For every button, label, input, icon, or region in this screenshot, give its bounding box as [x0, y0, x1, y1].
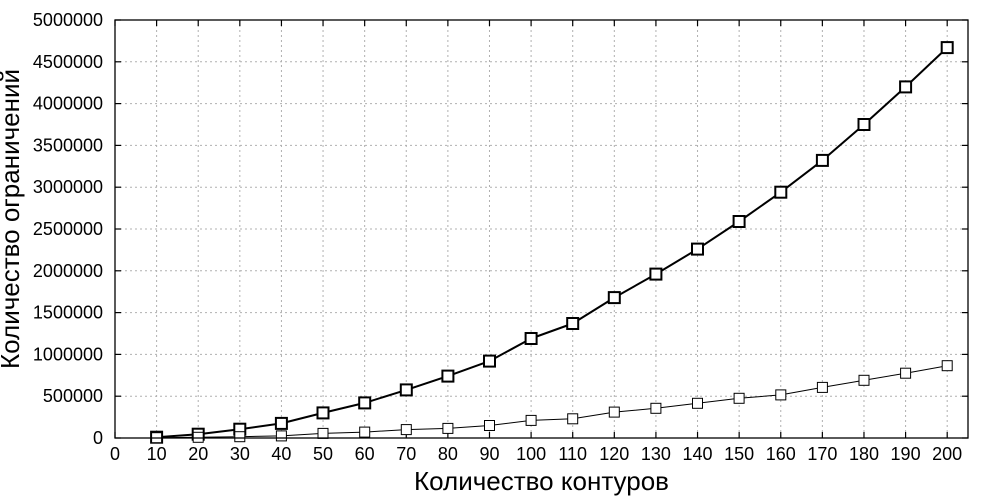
x-tick-label: 20: [188, 444, 208, 464]
series-1-marker: [483, 354, 496, 368]
series-2-marker: [525, 414, 537, 426]
y-tick-label: 4000000: [33, 94, 103, 114]
series-1-marker: [940, 41, 954, 55]
y-tick-label: 1000000: [33, 344, 103, 364]
y-tick-label: 4500000: [33, 52, 103, 72]
series-2-marker: [317, 427, 329, 439]
series-2-marker: [400, 424, 412, 436]
series-1-marker: [524, 332, 538, 345]
y-tick-label: 2000000: [33, 261, 103, 281]
y-tick-label: 0: [93, 428, 103, 448]
x-tick-label: 180: [849, 444, 879, 464]
series-1-marker: [774, 185, 788, 199]
y-tick-label: 500000: [43, 386, 103, 406]
x-tick-label: 170: [807, 444, 837, 464]
series-1-line: [156, 46, 948, 439]
series-2-marker: [650, 402, 662, 414]
x-tick-label: 140: [683, 444, 713, 464]
x-tick-label: 130: [641, 444, 671, 464]
series-1-marker: [316, 406, 330, 420]
series-2-marker: [192, 431, 204, 443]
x-tick-label: 10: [147, 444, 167, 464]
series-1-marker: [399, 383, 413, 397]
y-tick-label: 5000000: [33, 10, 103, 30]
x-tick-label: 120: [599, 444, 629, 464]
axis-ticks: 0 10 20 30 40 50 60 70 80 90 100 110 120 130 140 150 160…: [33, 10, 968, 464]
series-1-marker: [274, 416, 288, 430]
series-2-marker: [733, 392, 745, 404]
x-tick-label: 70: [396, 444, 416, 464]
series-2-marker: [567, 413, 579, 425]
series-2-line: [156, 365, 948, 439]
series-2-marker: [484, 420, 495, 431]
series-2-marker: [442, 422, 454, 434]
x-tick-label: 50: [313, 444, 333, 464]
series-1-marker: [899, 80, 913, 94]
grid: [115, 20, 968, 438]
series-1-marker: [441, 369, 455, 383]
series-1-marker: [732, 215, 746, 228]
series-1-marker: [566, 317, 580, 330]
series-2-marker: [858, 374, 870, 386]
series-2-marker: [900, 367, 912, 379]
series-2: [151, 360, 953, 444]
series-1-marker: [857, 118, 871, 131]
x-tick-label: 200: [932, 444, 962, 464]
series-2-marker: [941, 360, 953, 372]
series-2-marker: [608, 406, 620, 418]
plot-frame: [114, 19, 969, 439]
x-tick-label: 150: [724, 444, 754, 464]
series-layer: [150, 41, 954, 444]
y-tick-label: 3000000: [33, 177, 103, 197]
series-2-marker: [816, 381, 828, 393]
series-2-marker: [275, 430, 287, 442]
y-tick-label: 3500000: [33, 135, 103, 155]
x-axis-title: Количество контуров: [414, 466, 669, 496]
series-1: [150, 41, 954, 444]
x-tick-label: 100: [516, 444, 546, 464]
x-tick-label: 0: [110, 444, 120, 464]
x-tick-label: 60: [355, 444, 375, 464]
x-tick-label: 40: [271, 444, 291, 464]
series-1-marker: [691, 242, 704, 256]
x-tick-label: 190: [891, 444, 921, 464]
series-2-marker: [359, 426, 371, 438]
series-1-marker: [815, 153, 829, 167]
y-tick-label: 1500000: [33, 303, 103, 323]
series-1-marker: [607, 291, 621, 305]
series-2-marker: [775, 389, 787, 401]
series-2-marker: [234, 431, 246, 443]
y-axis-title: Количество ограничений: [0, 69, 25, 369]
series-1-marker: [358, 396, 372, 410]
x-tick-label: 30: [230, 444, 250, 464]
x-tick-label: 110: [558, 444, 587, 464]
x-tick-label: 80: [438, 444, 458, 464]
x-tick-label: 160: [766, 444, 796, 464]
series-1-marker: [649, 267, 663, 281]
series-2-marker: [692, 397, 703, 409]
x-tick-label: 90: [479, 444, 499, 464]
y-tick-label: 2500000: [33, 219, 103, 239]
